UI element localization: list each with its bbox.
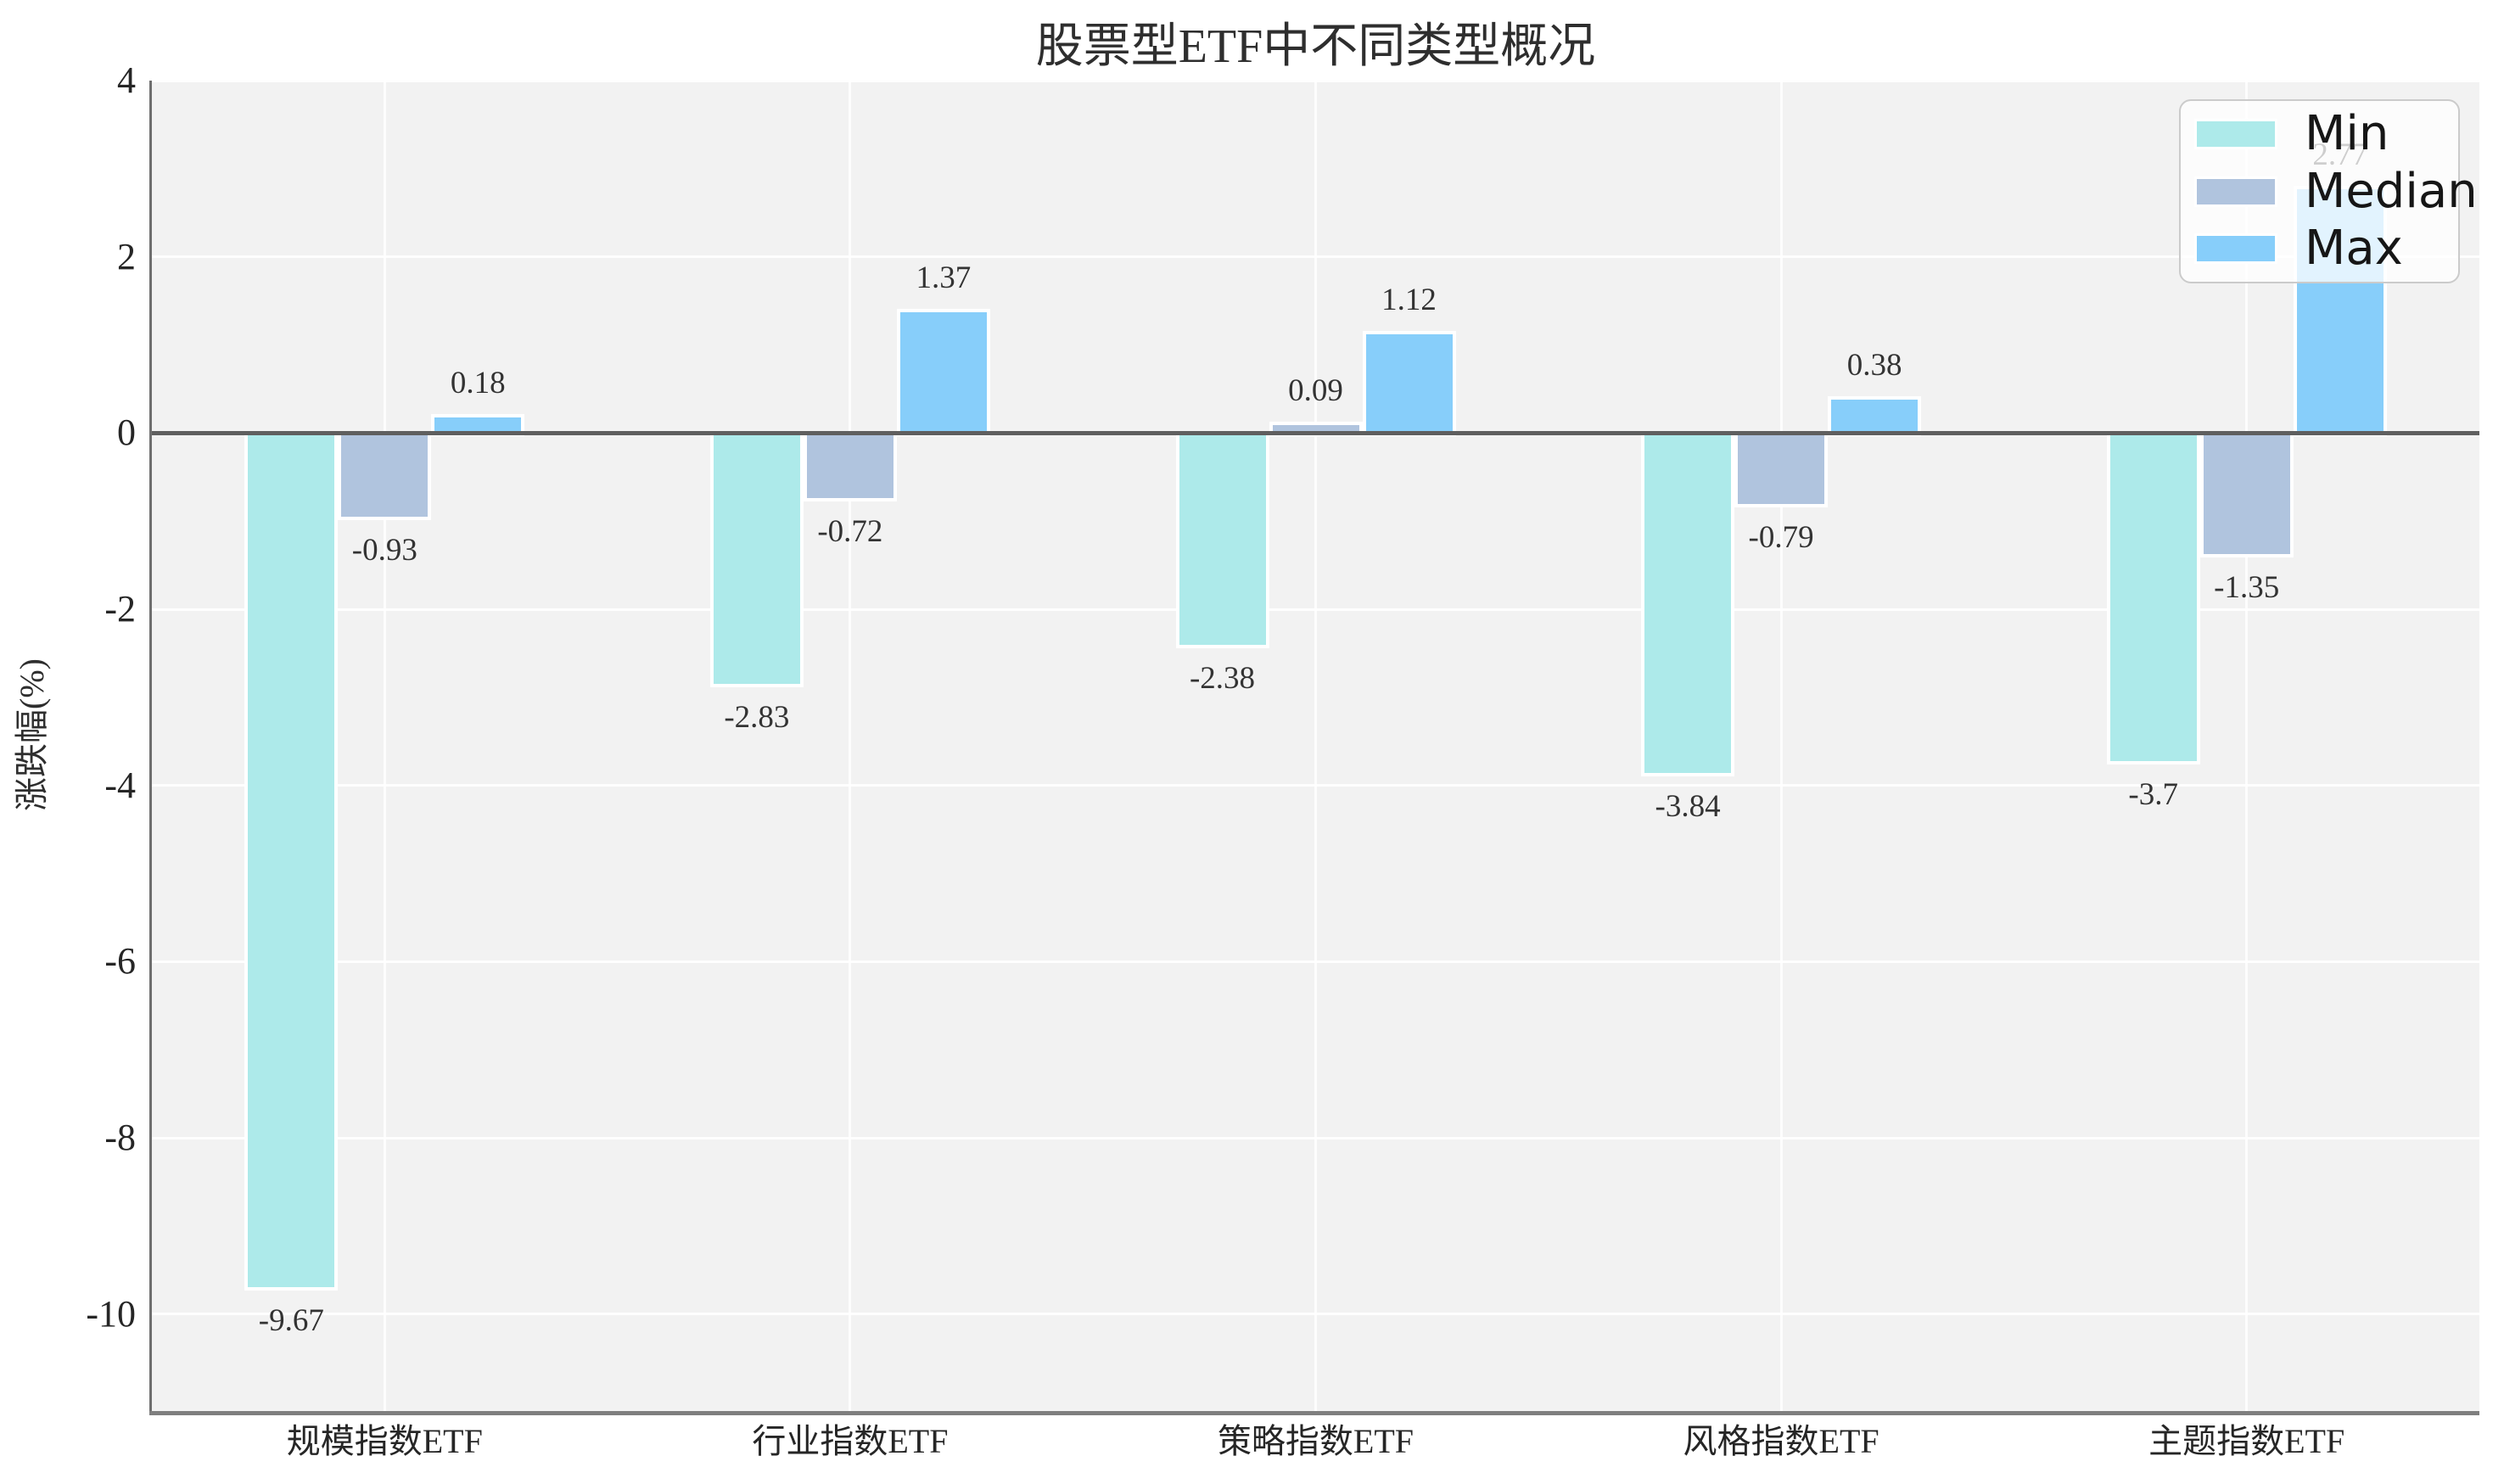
gridline-vertical bbox=[383, 81, 386, 1411]
bar-value-label: 1.12 bbox=[1381, 283, 1437, 318]
bar-value-label: -1.35 bbox=[2214, 569, 2280, 605]
left-spine bbox=[149, 81, 152, 1415]
bar-max bbox=[896, 309, 990, 437]
y-tick-label: -8 bbox=[104, 1117, 136, 1159]
min-swatch bbox=[2194, 119, 2277, 150]
y-tick-label: -4 bbox=[104, 764, 136, 806]
bar-value-label: -0.79 bbox=[1748, 520, 1814, 556]
bar-min bbox=[1641, 431, 1735, 777]
bar-value-label: 0.09 bbox=[1288, 373, 1343, 409]
median-swatch bbox=[2194, 176, 2277, 207]
bar-value-label: -0.72 bbox=[817, 514, 883, 550]
bar-value-label: -3.7 bbox=[2128, 776, 2178, 812]
y-tick-label: 2 bbox=[117, 235, 136, 277]
max-swatch bbox=[2194, 232, 2277, 264]
chart-title: 股票型ETF中不同类型概况 bbox=[1035, 20, 1596, 73]
y-tick-label: -10 bbox=[86, 1292, 136, 1335]
x-tick-label: 策略指数ETF bbox=[1217, 1422, 1414, 1460]
bar-value-label: 0.38 bbox=[1846, 347, 1902, 383]
legend-item-median: Median bbox=[2194, 165, 2478, 217]
bar-min bbox=[244, 431, 339, 1291]
legend-label: Median bbox=[2305, 163, 2478, 219]
legend-label: Min bbox=[2305, 106, 2389, 162]
y-tick-label: -2 bbox=[104, 588, 136, 630]
gridline-vertical bbox=[2245, 81, 2249, 1411]
bar-median bbox=[338, 431, 432, 520]
bar-value-label: 0.18 bbox=[450, 365, 506, 400]
bar-value-label: -9.67 bbox=[258, 1302, 324, 1338]
zero-line bbox=[149, 430, 2479, 435]
gridline-vertical bbox=[849, 81, 852, 1411]
x-tick-label: 规模指数ETF bbox=[286, 1422, 483, 1460]
gridline-vertical bbox=[1779, 81, 1783, 1411]
x-tick-label: 行业指数ETF bbox=[752, 1422, 949, 1460]
bar-median bbox=[2199, 431, 2294, 557]
bar-max bbox=[1362, 331, 1456, 437]
bar-min bbox=[1175, 431, 1269, 648]
bar-value-label: -2.38 bbox=[1189, 660, 1256, 696]
bar-min bbox=[709, 431, 804, 688]
legend-item-min: Min bbox=[2194, 109, 2458, 160]
bottom-spine bbox=[149, 1411, 2479, 1415]
x-tick-label: 主题指数ETF bbox=[2148, 1422, 2345, 1460]
legend: Min Median Max bbox=[2179, 99, 2478, 283]
gridline-vertical bbox=[1314, 81, 1317, 1411]
y-tick-label: 4 bbox=[117, 59, 136, 101]
bar-value-label: -2.83 bbox=[724, 700, 790, 736]
bar-min bbox=[2106, 431, 2200, 764]
bar-value-label: -3.84 bbox=[1655, 789, 1721, 825]
legend-label: Max bbox=[2305, 220, 2403, 276]
bar-median bbox=[1734, 431, 1829, 508]
legend-item-max: Max bbox=[2194, 220, 2458, 276]
x-tick-label: 风格指数ETF bbox=[1683, 1422, 1879, 1460]
y-tick-label: 0 bbox=[117, 412, 136, 454]
bar-value-label: 1.37 bbox=[916, 260, 972, 296]
y-tick-label: -6 bbox=[104, 940, 136, 983]
bar-median bbox=[803, 431, 897, 502]
bar-value-label: -0.93 bbox=[351, 532, 417, 568]
